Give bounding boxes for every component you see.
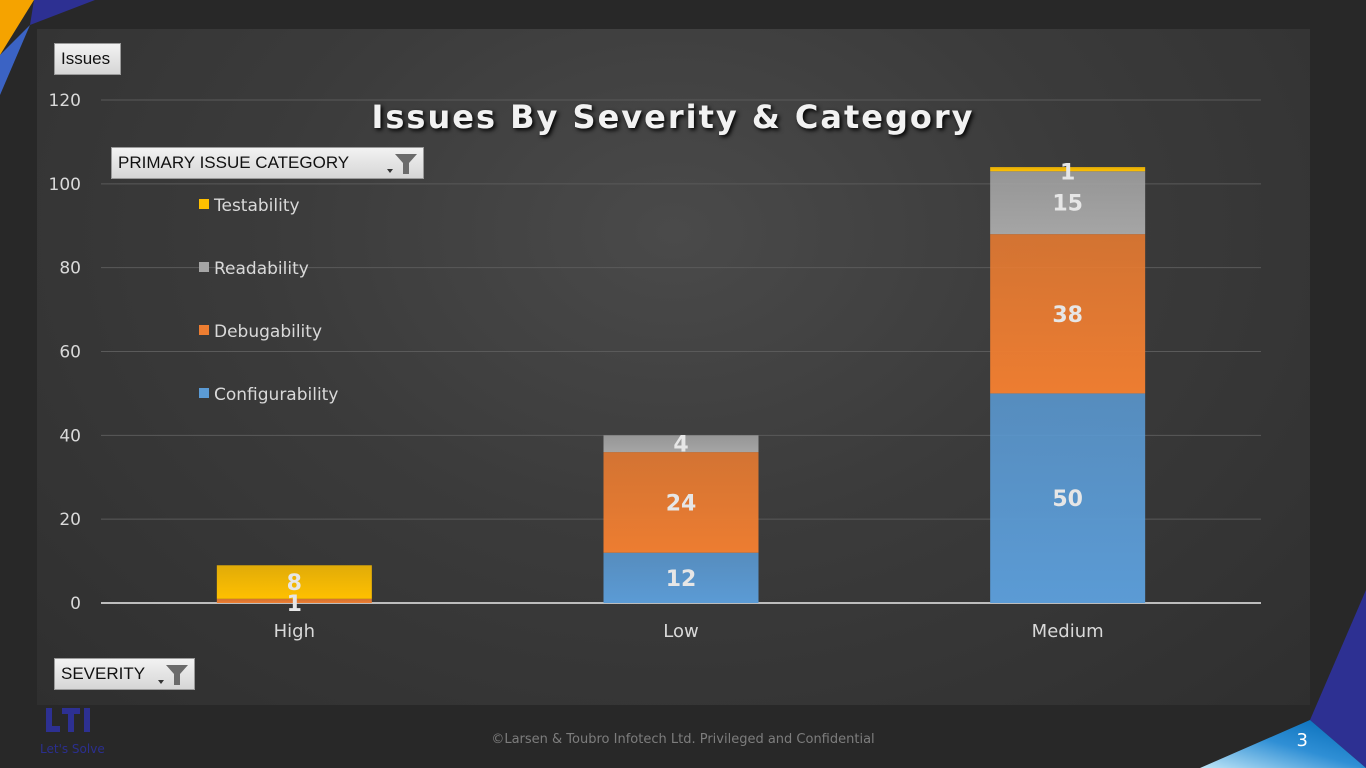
y-tick-label: 40	[59, 426, 81, 446]
dropdown-arrow-icon	[387, 169, 393, 173]
data-label: 38	[1052, 303, 1083, 328]
y-tick-label: 60	[59, 343, 81, 363]
page-number: 3	[1296, 730, 1308, 751]
legend-swatch-debugability	[199, 325, 209, 335]
data-label: 12	[666, 567, 697, 592]
data-label: 24	[666, 491, 697, 516]
bar-segment-testability-high	[216, 565, 372, 599]
legend-swatch-readability	[199, 262, 209, 272]
data-label: 50	[1052, 487, 1083, 512]
data-label: 1	[1060, 160, 1075, 185]
bar-segment-debugability-medium	[990, 234, 1146, 394]
data-label: 4	[673, 433, 688, 458]
values-field-label: Issues	[61, 49, 111, 68]
y-tick-label: 20	[59, 510, 81, 530]
corner-decoration-bottom-right	[1200, 590, 1366, 768]
dropdown-arrow-icon	[158, 680, 164, 684]
corner-decoration-top-left	[0, 0, 95, 95]
legend-field-label: PRIMARY ISSUE CATEGORY	[118, 153, 350, 172]
values-field-button[interactable]: Issues	[54, 43, 121, 75]
chart-title: Issues By Severity & Category	[371, 98, 974, 136]
data-label: 1	[287, 592, 302, 617]
bar-segment-readability-low	[603, 435, 759, 453]
bar-segment-debugability-low	[603, 452, 759, 553]
legend-label: Readability	[214, 259, 309, 279]
legend-swatch-configurability	[199, 388, 209, 398]
bar-segment-configurability-low	[603, 552, 759, 603]
filter-icon	[395, 154, 417, 174]
legend-label: Configurability	[214, 385, 338, 405]
legend-swatch-testability	[199, 199, 209, 209]
legend-label: Debugability	[214, 322, 322, 342]
y-tick-label: 120	[49, 91, 81, 111]
x-tick-label: High	[274, 621, 315, 642]
filter-icon	[166, 665, 188, 685]
y-tick-label: 100	[49, 175, 81, 195]
lti-logo	[46, 708, 90, 732]
axis-field-filter-button[interactable]: SEVERITY	[54, 658, 195, 690]
legend-label: Testability	[213, 196, 300, 216]
bar-segment-testability-medium	[990, 167, 1146, 172]
legend-field-filter-button[interactable]: PRIMARY ISSUE CATEGORY	[111, 147, 424, 179]
logo-tagline: Let's Solve	[40, 742, 105, 756]
footer-confidentiality: ©Larsen & Toubro Infotech Ltd. Privilege…	[491, 732, 875, 747]
x-tick-label: Medium	[1032, 621, 1104, 642]
y-tick-label: 80	[59, 259, 81, 279]
y-tick-label: 0	[70, 594, 81, 614]
bar-segment-configurability-medium	[990, 393, 1146, 603]
legend: Testability Readability Debugability Config…	[199, 196, 338, 405]
chart-area: 0 20 40 60 80 100 120 1 8 High 12 24 4 Low 50 38 15 1 Med…	[37, 29, 1310, 705]
data-label: 8	[287, 571, 302, 596]
x-tick-label: Low	[663, 621, 698, 642]
axis-field-label: SEVERITY	[61, 664, 146, 683]
bar-segment-debugability-high	[216, 598, 372, 603]
data-label: 15	[1052, 192, 1083, 217]
bar-segment-readability-medium	[990, 171, 1146, 235]
